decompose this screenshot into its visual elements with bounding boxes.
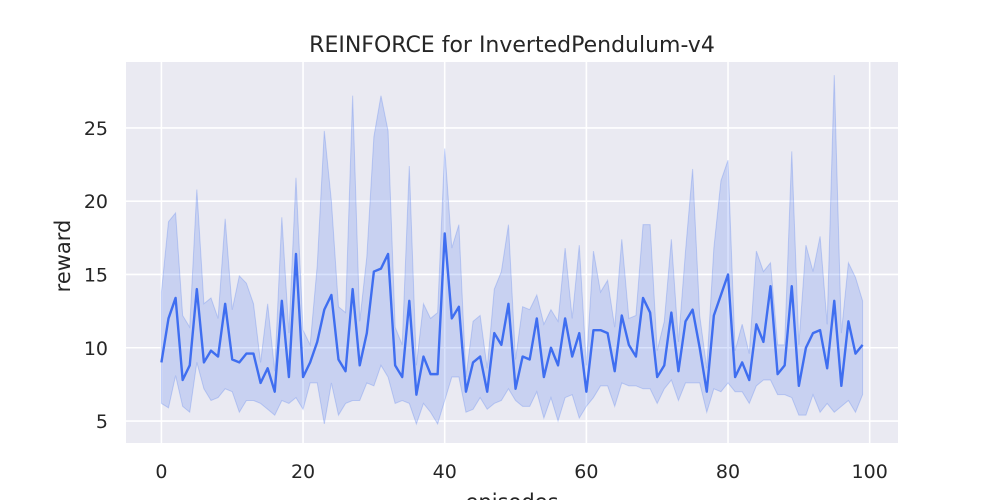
chart-title: REINFORCE for InvertedPendulum-v4 <box>309 33 715 58</box>
series-line <box>160 232 864 396</box>
x-tick-label: 100 <box>852 461 888 483</box>
x-tick-label: 80 <box>716 461 740 483</box>
tick-labels: 0 20 40 60 80 100 5 10 15 20 25 <box>84 118 888 483</box>
x-tick-label: 40 <box>433 461 457 483</box>
y-tick-label: 10 <box>84 338 108 360</box>
x-tick-label: 0 <box>155 461 167 483</box>
plot-area <box>126 62 898 443</box>
x-tick-label: 60 <box>574 461 598 483</box>
y-axis-label: reward <box>51 220 75 293</box>
y-tick-label: 5 <box>96 411 108 433</box>
x-tick-label: 20 <box>291 461 315 483</box>
y-tick-label: 25 <box>84 118 108 140</box>
x-axis-label: episodes <box>465 490 558 500</box>
series-line-layer <box>160 232 864 396</box>
y-tick-label: 20 <box>84 191 108 213</box>
y-tick-label: 15 <box>84 264 108 286</box>
